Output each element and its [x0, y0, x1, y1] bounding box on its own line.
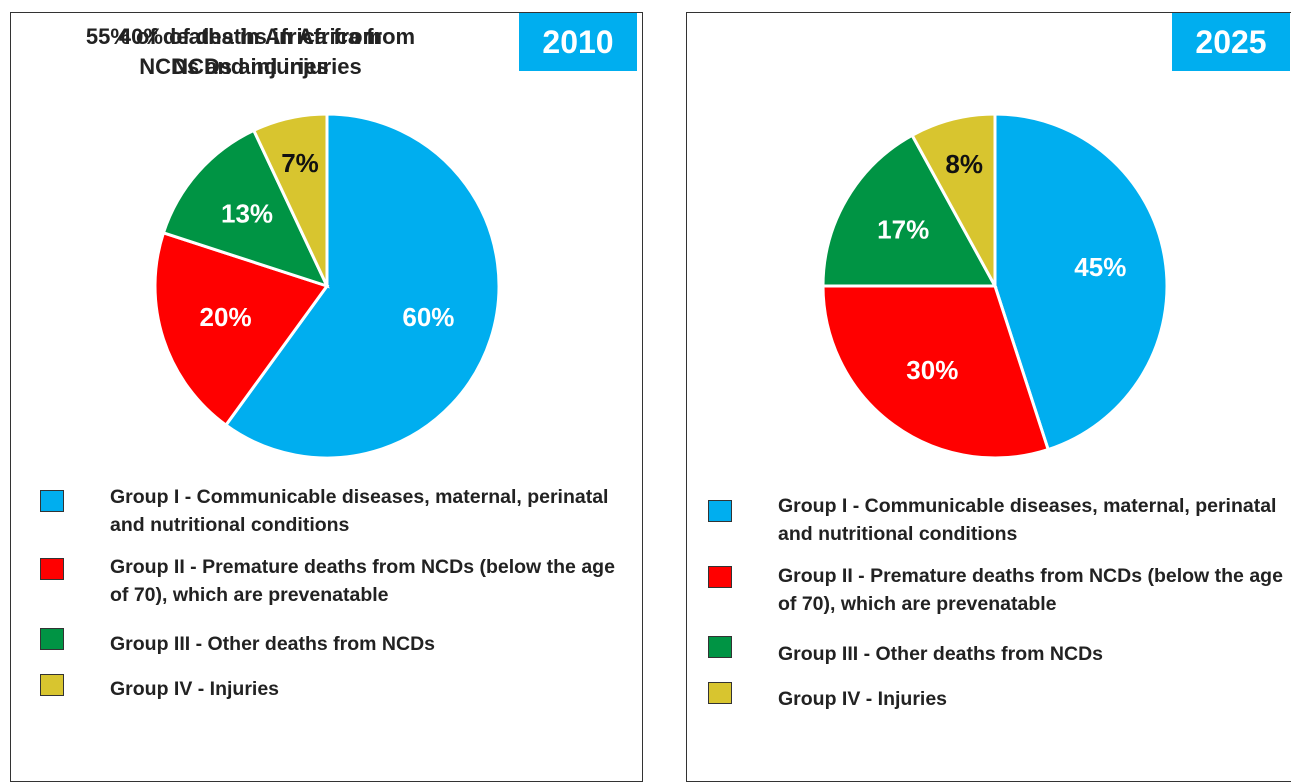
pie-slice — [153, 230, 330, 428]
pie-slice — [223, 112, 501, 460]
chart-title: 40% of deaths in Africa from NCDs and in… — [118, 24, 416, 79]
legend-swatch — [708, 682, 732, 704]
pie-slice — [161, 128, 330, 289]
panel: 2025 — [686, 12, 1291, 782]
pie-slice — [251, 112, 329, 287]
year-badge: 2010 — [519, 13, 637, 71]
legend-label: Group III - Other deaths from NCDs — [110, 633, 436, 655]
legend-label: Group IV - Injuries — [110, 678, 280, 700]
pie-slice — [821, 284, 1051, 460]
legend-label: Group I - Communicable diseases, materna… — [778, 495, 1277, 545]
legend-label: Group I - Communicable diseases, materna… — [110, 486, 609, 536]
legend-label: Group IV - Injuries — [778, 688, 948, 710]
legend-swatch — [40, 558, 64, 580]
legend-swatch — [708, 500, 732, 522]
slice-label: 7% — [281, 148, 319, 178]
year-badge: 2025 — [1172, 13, 1290, 71]
slice-label: 45% — [1074, 252, 1126, 282]
chart-title: 55% of deaths in Africa from NCDs and in… — [85, 24, 383, 79]
legend-label: Group II - Premature deaths from NCDs (b… — [778, 565, 1283, 615]
legend-swatch — [708, 636, 732, 658]
pie-slice — [910, 112, 997, 287]
pie-slice — [993, 112, 1169, 452]
legend-swatch — [40, 674, 64, 696]
legend-swatch — [40, 628, 64, 650]
legend-label: Group III - Other deaths from NCDs — [778, 643, 1104, 665]
slice-label: 30% — [906, 355, 958, 385]
pie-slice — [821, 133, 998, 288]
slice-label: 20% — [200, 302, 252, 332]
legend-label: Group II - Premature deaths from NCDs (b… — [110, 556, 615, 606]
legend-swatch — [40, 490, 64, 512]
slice-label: 13% — [221, 198, 273, 228]
slice-label: 8% — [945, 149, 983, 179]
slice-label: 60% — [402, 302, 454, 332]
slice-label: 17% — [877, 215, 929, 245]
panel: 2010 — [10, 12, 643, 782]
legend-swatch — [708, 566, 732, 588]
